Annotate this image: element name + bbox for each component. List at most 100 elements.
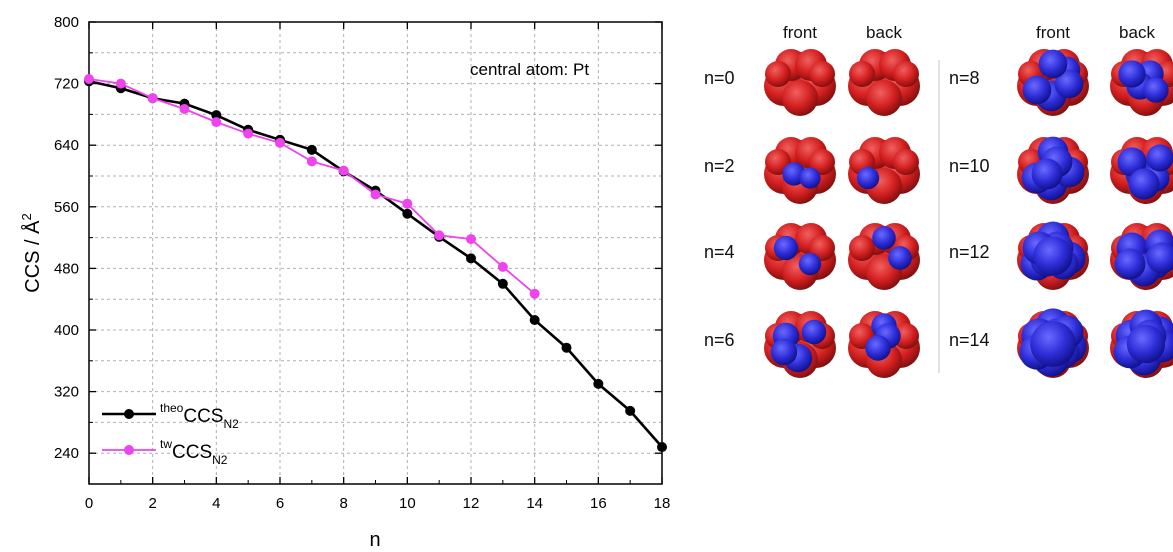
panel-headers: front back front back	[783, 23, 1155, 42]
cluster-model	[1017, 221, 1089, 290]
ligand-lobe	[1031, 158, 1063, 190]
data-point	[402, 198, 413, 209]
ligand-lobe	[1146, 242, 1173, 274]
ligand-lobe	[872, 226, 896, 250]
cluster-model	[1110, 49, 1173, 116]
panel-row: n=10	[949, 136, 1173, 204]
legend-label-sub: N2	[212, 453, 228, 467]
data-point	[497, 278, 508, 289]
chart-annotation: central atom: Pt	[470, 60, 589, 79]
core-lobe	[893, 323, 919, 349]
ligand-lobe	[801, 319, 827, 345]
y-tick-label: 320	[54, 384, 79, 401]
data-point	[529, 314, 540, 325]
y-tick-label: 400	[54, 322, 79, 339]
ligand-lobe	[1118, 60, 1146, 88]
core-lobe	[893, 61, 919, 87]
core-lobe	[809, 61, 835, 87]
data-point	[211, 117, 222, 128]
legend-label: twCCSN2	[160, 437, 228, 467]
core-lobe	[893, 149, 919, 175]
x-tick-label: 14	[526, 495, 543, 512]
cluster-model	[764, 223, 836, 290]
x-axis-title: n	[369, 529, 380, 551]
ligand-lobe	[799, 167, 821, 189]
ligand-lobe	[865, 335, 891, 361]
cluster-model	[1110, 223, 1173, 290]
data-point	[434, 230, 445, 241]
legend-label-main: CCS	[183, 406, 223, 427]
legend-label-main: CCS	[172, 442, 212, 463]
ligand-lobe	[888, 246, 912, 270]
x-tick-label: 10	[399, 495, 416, 512]
legend-label-sup: theo	[160, 401, 184, 415]
data-point	[593, 378, 604, 389]
cluster-model	[1017, 136, 1089, 204]
cluster-model	[848, 49, 920, 116]
ligand-lobe	[1022, 75, 1052, 105]
row-label: n=2	[704, 156, 735, 176]
series-line	[88, 80, 663, 448]
row-label: n=12	[949, 242, 990, 262]
ligand-shell	[1126, 324, 1166, 364]
data-point	[84, 73, 94, 84]
x-tick-label: 2	[148, 495, 156, 512]
legend-marker	[124, 409, 134, 419]
x-tick-label: 4	[212, 495, 220, 512]
axis-ticks: 0 2 4 6 8 10 12 14 16 18 240 320 400 480 560 640 720 800	[54, 14, 670, 512]
y-tick-label: 560	[54, 199, 79, 216]
ligand-lobe	[773, 235, 799, 261]
data-point	[497, 261, 508, 272]
x-tick-label: 8	[339, 495, 347, 512]
ligand-lobe	[1114, 248, 1146, 280]
x-tick-label: 12	[463, 495, 480, 512]
data-point	[179, 104, 190, 115]
panel-row: n=8	[949, 49, 1173, 116]
panel-row: n=12	[949, 221, 1173, 290]
panel-column-header: back	[1119, 23, 1155, 42]
ligand-lobe	[1128, 168, 1160, 200]
panel-row: n=14	[949, 308, 1173, 378]
data-point	[211, 110, 222, 121]
cluster-model	[764, 311, 836, 378]
cluster-model	[764, 137, 836, 204]
core-lobe	[782, 80, 818, 116]
legend-label-sub: N2	[223, 417, 239, 431]
data-point	[402, 208, 413, 219]
panel-row: n=6	[704, 311, 920, 378]
cluster-model	[848, 223, 920, 290]
data-point	[657, 442, 667, 453]
data-point	[370, 189, 381, 200]
core-lobe	[866, 80, 902, 116]
row-label: n=10	[949, 156, 990, 176]
data-point	[306, 156, 317, 167]
ligand-lobe	[1054, 69, 1084, 99]
cluster-model	[1110, 309, 1173, 378]
panel-column-header: front	[783, 23, 817, 42]
core-lobe	[849, 235, 875, 261]
y-tick-label: 720	[54, 76, 79, 93]
panel-row: n=4	[704, 223, 920, 290]
data-point	[338, 165, 349, 176]
ligand-shell	[1033, 236, 1073, 276]
y-axis-title-superscript: 2	[19, 213, 34, 220]
panel-column-header: back	[866, 23, 902, 42]
series-tw	[84, 73, 540, 299]
data-point	[147, 93, 158, 104]
data-point	[625, 405, 636, 416]
y-tick-label: 480	[54, 260, 79, 277]
y-axis-title-main: CCS / Å	[21, 220, 44, 293]
data-point	[466, 234, 476, 245]
y-axis-title: CCS / Å2	[19, 213, 44, 292]
panel-rows: n=0 n=2 n=4 n=6 n=8 n=10 n=12 n=14	[704, 49, 1173, 378]
y-tick-label: 640	[54, 137, 79, 154]
x-tick-label: 0	[85, 495, 93, 512]
ligand-lobe	[1143, 77, 1169, 103]
cluster-model	[848, 311, 920, 378]
cluster-model	[848, 137, 920, 204]
legend-label-sup: tw	[160, 437, 172, 451]
core-lobe	[849, 61, 875, 87]
x-tick-label: 6	[276, 495, 284, 512]
